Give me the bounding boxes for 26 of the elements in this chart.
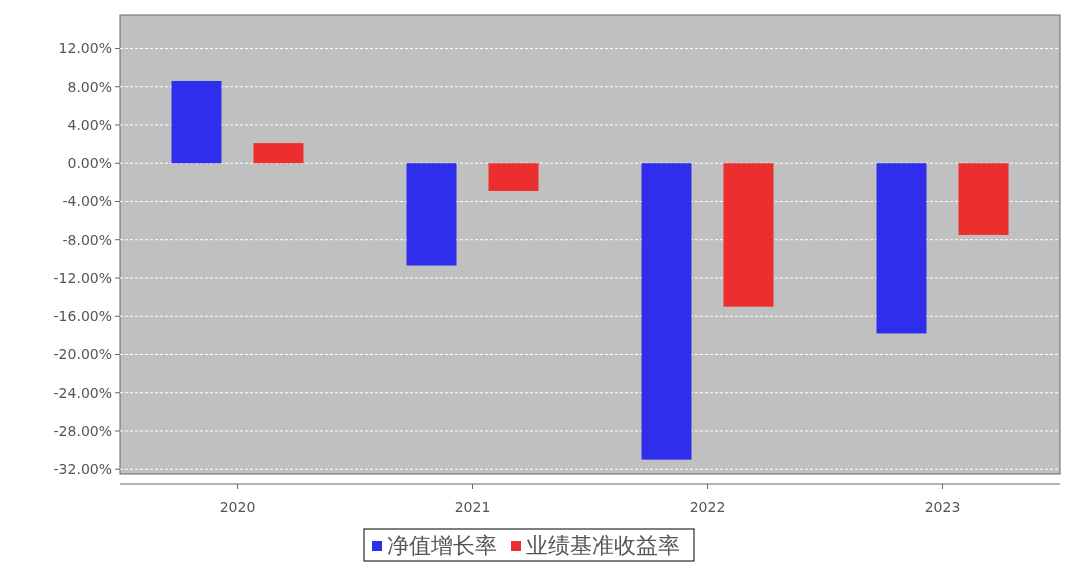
y-tick-label: -12.00% <box>53 269 112 286</box>
y-tick-label: -16.00% <box>53 308 112 325</box>
bar <box>253 143 304 164</box>
y-tick-label: -20.00% <box>53 346 112 363</box>
legend-label: 净值增长率 <box>387 533 497 558</box>
x-tick-label: 2023 <box>924 499 961 515</box>
y-tick-label: -32.00% <box>53 461 112 478</box>
x-tick-label: 2021 <box>454 499 491 515</box>
bar <box>406 163 457 266</box>
bar <box>723 163 774 307</box>
y-tick-label: -8.00% <box>62 231 112 248</box>
bar <box>958 163 1009 235</box>
y-tick-label: -24.00% <box>53 384 112 401</box>
x-tick-label: 2022 <box>689 499 726 515</box>
bar <box>171 80 222 164</box>
legend-label: 业绩基准收益率 <box>526 533 680 558</box>
y-tick-label: 8.00% <box>67 78 112 95</box>
bar <box>876 163 927 334</box>
bar <box>488 163 539 191</box>
y-tick-label: 0.00% <box>67 155 112 172</box>
y-tick-label: -4.00% <box>62 193 112 210</box>
y-tick-label: -28.00% <box>53 422 112 439</box>
bar <box>641 163 692 460</box>
y-tick-label: 12.00% <box>58 40 112 57</box>
y-tick-label: 4.00% <box>67 116 112 133</box>
x-tick-label: 2020 <box>219 499 256 515</box>
